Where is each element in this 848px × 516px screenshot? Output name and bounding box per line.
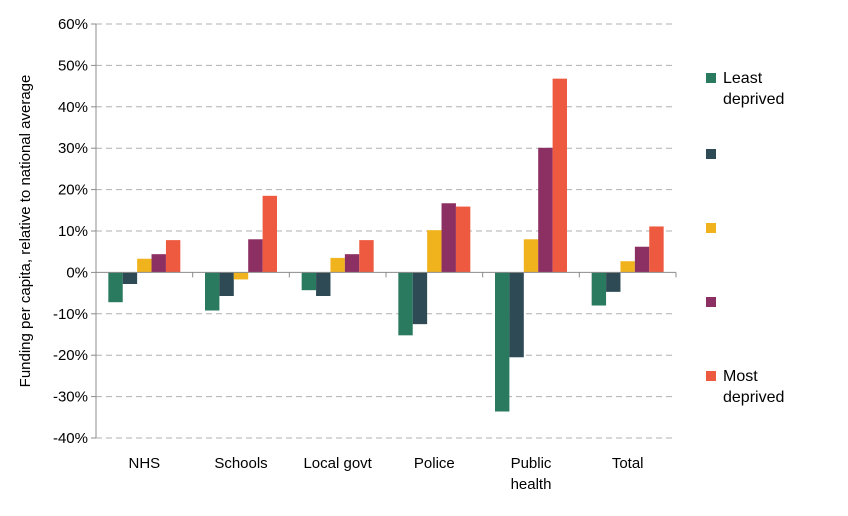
x-category-label: Public [511, 455, 552, 472]
y-tick-label: 40% [58, 99, 88, 116]
bar [359, 240, 374, 273]
x-category-label: Police [414, 455, 455, 472]
bar [262, 195, 277, 273]
x-category-label: Local govt [303, 455, 372, 472]
y-tick-label: 60% [58, 16, 88, 33]
bar [523, 239, 539, 273]
bar [151, 254, 166, 273]
bar [344, 254, 360, 273]
bar [509, 272, 524, 358]
legend-label: deprived [723, 91, 784, 108]
bar [427, 230, 442, 273]
bar [412, 272, 428, 325]
bar [205, 272, 220, 311]
legend-swatch [706, 297, 716, 307]
legend-swatch [706, 149, 716, 159]
x-category-label: NHS [128, 455, 160, 472]
bar [301, 272, 317, 291]
bar [441, 203, 456, 273]
bar [606, 272, 621, 292]
bar [233, 272, 249, 280]
legend-label: Least [723, 70, 763, 87]
axes: -40% -30% -20% -10% 0% 10% 20% 30% 40% 50% 60% NHS S… [53, 16, 677, 493]
bar [137, 258, 152, 273]
y-tick-label: 10% [58, 223, 88, 240]
gridlines [96, 23, 676, 439]
y-tick-label: 20% [58, 182, 88, 199]
y-tick-label: 50% [58, 57, 88, 74]
legend-swatch [706, 223, 716, 233]
bar [634, 246, 650, 273]
legend: Least deprived Most deprived [706, 70, 784, 406]
bar [620, 261, 635, 273]
legend-label: Most [723, 368, 758, 385]
bars [108, 78, 664, 412]
y-tick-label: -40% [53, 430, 88, 447]
bar [219, 272, 234, 296]
bar [330, 257, 345, 273]
y-tick-label: -10% [53, 306, 88, 323]
bar [122, 272, 138, 284]
x-category-label: Schools [214, 455, 267, 472]
bar [248, 239, 263, 273]
bar [495, 272, 510, 412]
y-tick-label: -30% [53, 389, 88, 406]
x-category-label: Total [612, 455, 644, 472]
bar [398, 272, 413, 336]
x-category-label: health [511, 476, 552, 493]
y-tick-label: 30% [58, 140, 88, 157]
bar [316, 272, 331, 296]
bar [108, 272, 123, 303]
bar [591, 272, 607, 306]
y-tick-label: 0% [66, 264, 88, 281]
bar [165, 240, 181, 273]
legend-swatch [706, 73, 716, 83]
legend-label: deprived [723, 389, 784, 406]
bar [538, 147, 553, 273]
bar [649, 226, 664, 273]
y-tick-label: -20% [53, 347, 88, 364]
bar [455, 206, 471, 273]
bar [552, 78, 567, 273]
y-axis-title: Funding per capita, relative to national… [17, 75, 34, 388]
legend-swatch [706, 371, 716, 381]
